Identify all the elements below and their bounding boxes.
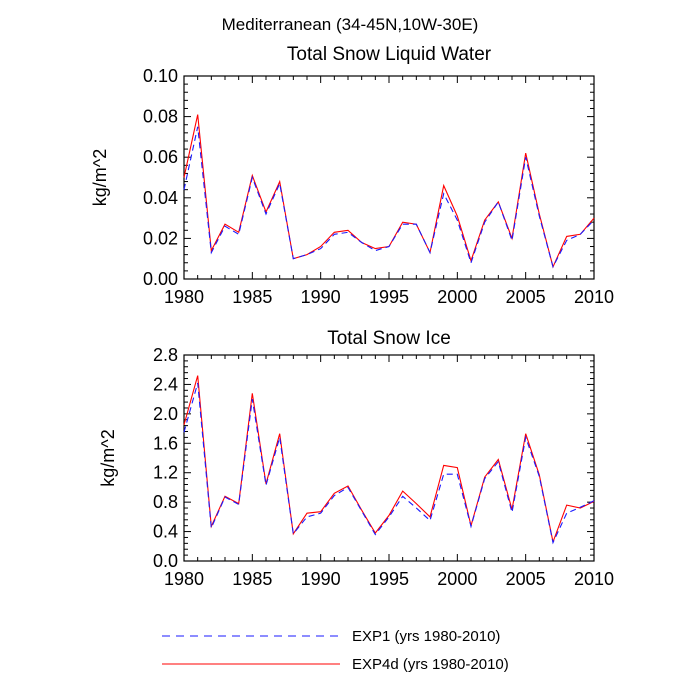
series-line-exp4d — [183, 375, 595, 544]
x-tick-label: 2005 — [506, 287, 546, 307]
x-tick-label: 1985 — [232, 569, 272, 589]
y-tick-label: 0.08 — [143, 107, 178, 127]
legend: EXP1 (yrs 1980-2010) EXP4d (yrs 1980-201… — [162, 628, 509, 673]
chart-title: Total Snow Liquid Water — [287, 44, 492, 65]
x-tick-label: 2005 — [506, 569, 546, 589]
legend-label-exp4d: EXP4d (yrs 1980-2010) — [352, 656, 509, 673]
y-tick-label: 0.06 — [143, 147, 178, 167]
y-tick-label: 0.00 — [143, 269, 178, 289]
y-tick-label: 2.8 — [153, 345, 178, 365]
plot-frame — [183, 354, 595, 562]
y-tick-label: 0.8 — [153, 492, 178, 512]
x-tick-label: 2000 — [437, 287, 477, 307]
x-tick-label: 2010 — [574, 569, 614, 589]
y-tick-label: 0.10 — [143, 66, 178, 86]
x-tick-label: 1995 — [369, 569, 409, 589]
y-tick-label: 1.6 — [153, 433, 178, 453]
y-tick-label: 0.4 — [153, 522, 178, 542]
y-tick-label: 0.0 — [153, 551, 178, 571]
series-line-exp1 — [183, 382, 595, 545]
y-tick-label: 0.02 — [143, 228, 178, 248]
y-tick-label: 0.04 — [143, 188, 178, 208]
x-tick-label: 1995 — [369, 287, 409, 307]
x-tick-label: 1980 — [164, 287, 204, 307]
y-tick-label: 2.4 — [153, 374, 178, 394]
figure-title: Mediterranean (34-45N,10W-30E) — [222, 15, 479, 34]
y-tick-label: 1.2 — [153, 463, 178, 483]
x-tick-label: 2010 — [574, 287, 614, 307]
x-tick-label: 1990 — [301, 287, 341, 307]
x-tick-label: 2000 — [437, 569, 477, 589]
chart-title: Total Snow Ice — [327, 328, 451, 349]
y-tick-label: 2.0 — [153, 404, 178, 424]
legend-label-exp1: EXP1 (yrs 1980-2010) — [352, 628, 500, 645]
chart-liquid-water: Total Snow Liquid Water kg/m^2 1980 1985 199… — [90, 44, 614, 307]
x-tick-label: 1990 — [301, 569, 341, 589]
series-line-exp1 — [183, 126, 595, 269]
plot-frame — [183, 75, 595, 280]
x-tick-label: 1980 — [164, 569, 204, 589]
series-line-exp4d — [183, 114, 595, 269]
y-axis-label: kg/m^2 — [90, 149, 110, 206]
y-axis-label: kg/m^2 — [98, 429, 118, 486]
x-tick-label: 1985 — [232, 287, 272, 307]
chart-snow-ice: Total Snow Ice kg/m^2 1980 1985 1990 1995 2000… — [98, 328, 614, 589]
